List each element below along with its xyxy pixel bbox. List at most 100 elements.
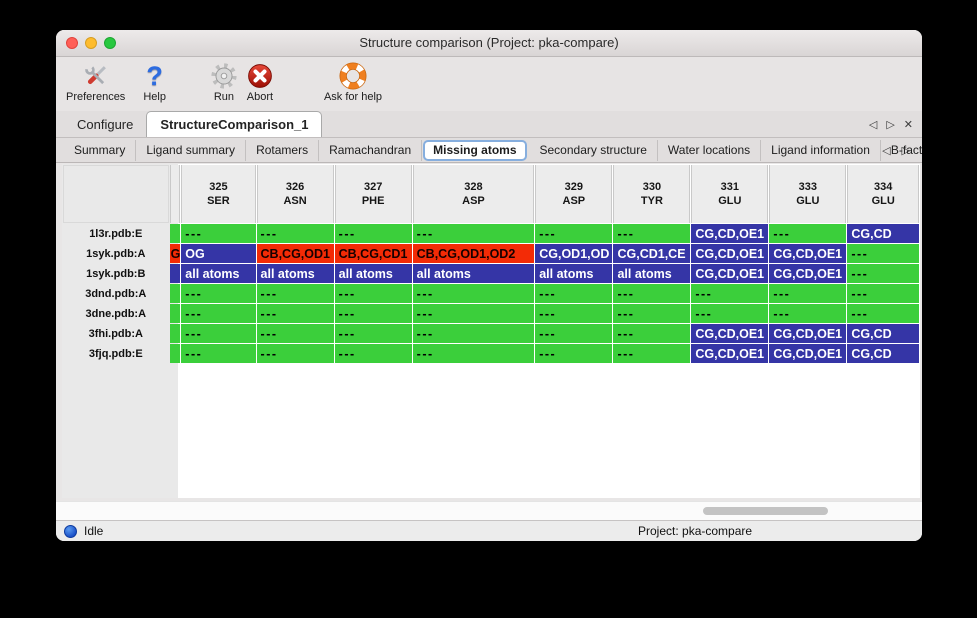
- cell-3dnd.pdb:A-331[interactable]: ---: [691, 284, 769, 303]
- cell-1l3r.pdb:E-partial[interactable]: [169, 224, 181, 243]
- cell-1syk.pdb:A-333[interactable]: CG,CD,OE1: [769, 244, 847, 263]
- cell-1l3r.pdb:E-331[interactable]: CG,CD,OE1: [691, 224, 769, 243]
- cell-3fjq.pdb:E-333[interactable]: CG,CD,OE1: [769, 344, 847, 363]
- tab-water-locations[interactable]: Water locations: [658, 139, 762, 161]
- cell-3dnd.pdb:A-326[interactable]: ---: [256, 284, 334, 303]
- cell-1syk.pdb:A-331[interactable]: CG,CD,OE1: [691, 244, 769, 263]
- cell-3dne.pdb:A-partial[interactable]: [169, 304, 181, 323]
- minimize-window-button[interactable]: [85, 37, 97, 49]
- cell-1syk.pdb:B-328[interactable]: all atoms: [412, 264, 535, 283]
- cell-1syk.pdb:B-327[interactable]: all atoms: [334, 264, 412, 283]
- cell-3fhi.pdb:A-327[interactable]: ---: [334, 324, 412, 343]
- cell-3dnd.pdb:A-327[interactable]: ---: [334, 284, 412, 303]
- cell-3dnd.pdb:A-330[interactable]: ---: [613, 284, 691, 303]
- cell-3fhi.pdb:A-331[interactable]: CG,CD,OE1: [691, 324, 769, 343]
- close-window-button[interactable]: [66, 37, 78, 49]
- cell-3fhi.pdb:A-partial[interactable]: [169, 324, 181, 343]
- cell-3fjq.pdb:E-329[interactable]: ---: [535, 344, 613, 363]
- cell-3dnd.pdb:A-333[interactable]: ---: [769, 284, 847, 303]
- cell-3fhi.pdb:A-326[interactable]: ---: [256, 324, 334, 343]
- cell-1syk.pdb:B-329[interactable]: all atoms: [535, 264, 613, 283]
- tab-ligand-summary[interactable]: Ligand summary: [136, 139, 247, 161]
- cell-1l3r.pdb:E-329[interactable]: ---: [535, 224, 613, 243]
- cell-3dne.pdb:A-334[interactable]: ---: [847, 304, 919, 323]
- cell-1l3r.pdb:E-330[interactable]: ---: [613, 224, 691, 243]
- cell-3fhi.pdb:A-329[interactable]: ---: [535, 324, 613, 343]
- cell-1syk.pdb:B-334[interactable]: ---: [847, 264, 919, 283]
- cell-3dnd.pdb:A-328[interactable]: ---: [412, 284, 535, 303]
- cell-3fjq.pdb:E-328[interactable]: ---: [412, 344, 535, 363]
- tab-summary[interactable]: Summary: [64, 139, 137, 161]
- cell-3dne.pdb:A-327[interactable]: ---: [334, 304, 412, 323]
- cell-3fjq.pdb:E-334[interactable]: CG,CD: [847, 344, 919, 363]
- residue-number: 331: [720, 181, 740, 193]
- tab-structure-comparison-1[interactable]: StructureComparison_1: [146, 111, 323, 137]
- cell-3dne.pdb:A-325[interactable]: ---: [181, 304, 256, 323]
- cell-3fjq.pdb:E-325[interactable]: ---: [181, 344, 256, 363]
- cell-3fhi.pdb:A-328[interactable]: ---: [412, 324, 535, 343]
- cell-1syk.pdb:A-328[interactable]: CB,CG,OD1,OD2: [412, 244, 535, 263]
- tab-rotamers[interactable]: Rotamers: [246, 139, 320, 161]
- cell-3fhi.pdb:A-333[interactable]: CG,CD,OE1: [769, 324, 847, 343]
- cell-1l3r.pdb:E-328[interactable]: ---: [412, 224, 535, 243]
- horizontal-scrollbar[interactable]: [56, 501, 922, 520]
- cell-1l3r.pdb:E-326[interactable]: ---: [256, 224, 334, 243]
- cell-1syk.pdb:A-partial[interactable]: G: [169, 244, 181, 263]
- zoom-window-button[interactable]: [104, 37, 116, 49]
- cell-1syk.pdb:B-325[interactable]: all atoms: [181, 264, 256, 283]
- preferences-button[interactable]: Preferences: [66, 60, 125, 103]
- cell-3fhi.pdb:A-325[interactable]: ---: [181, 324, 256, 343]
- subtab-scroll-right-icon[interactable]: ▷: [901, 144, 910, 157]
- help-button[interactable]: ? Help: [143, 60, 166, 104]
- cell-1syk.pdb:B-333[interactable]: CG,CD,OE1: [769, 264, 847, 283]
- cell-1syk.pdb:A-330[interactable]: CG,CD1,CE: [613, 244, 691, 263]
- cell-3dne.pdb:A-333[interactable]: ---: [769, 304, 847, 323]
- tab-b-factors[interactable]: B-factors: [881, 140, 922, 161]
- cell-3fhi.pdb:A-334[interactable]: CG,CD: [847, 324, 919, 343]
- tab-scroll-right-icon[interactable]: ▷: [886, 118, 895, 131]
- tab-ramachandran[interactable]: Ramachandran: [319, 139, 423, 161]
- cell-1l3r.pdb:E-333[interactable]: ---: [769, 224, 847, 243]
- cell-1syk.pdb:A-325[interactable]: OG: [181, 244, 256, 263]
- cell-3dnd.pdb:A-334[interactable]: ---: [847, 284, 919, 303]
- tab-secondary-structure[interactable]: Secondary structure: [530, 139, 658, 161]
- cell-3fjq.pdb:E-330[interactable]: ---: [613, 344, 691, 363]
- run-button[interactable]: Run: [210, 60, 238, 103]
- cell-3fhi.pdb:A-330[interactable]: ---: [613, 324, 691, 343]
- cell-3dne.pdb:A-330[interactable]: ---: [613, 304, 691, 323]
- cell-3dne.pdb:A-331[interactable]: ---: [691, 304, 769, 323]
- cell-3dne.pdb:A-329[interactable]: ---: [535, 304, 613, 323]
- cell-1syk.pdb:B-330[interactable]: all atoms: [613, 264, 691, 283]
- cell-3dnd.pdb:A-partial[interactable]: [169, 284, 181, 303]
- residue-name: GLU: [871, 195, 895, 207]
- cell-1syk.pdb:A-327[interactable]: CB,CG,CD1: [334, 244, 412, 263]
- cell-3dnd.pdb:A-325[interactable]: ---: [181, 284, 256, 303]
- cell-1l3r.pdb:E-334[interactable]: CG,CD: [847, 224, 919, 243]
- tab-close-icon[interactable]: ✕: [903, 118, 913, 131]
- cell-1syk.pdb:A-326[interactable]: CB,CG,OD1: [256, 244, 334, 263]
- cell-1l3r.pdb:E-327[interactable]: ---: [334, 224, 412, 243]
- column-header-330: 330 TYR: [613, 165, 691, 223]
- horizontal-scrollbar-thumb[interactable]: [703, 507, 828, 515]
- cell-3fjq.pdb:E-331[interactable]: CG,CD,OE1: [691, 344, 769, 363]
- cell-1syk.pdb:B-partial[interactable]: [169, 264, 181, 283]
- cell-3dnd.pdb:A-329[interactable]: ---: [535, 284, 613, 303]
- abort-button[interactable]: Abort: [246, 60, 274, 103]
- cell-3fjq.pdb:E-326[interactable]: ---: [256, 344, 334, 363]
- tab-scroll-left-icon[interactable]: ◁: [868, 118, 878, 131]
- cell-3dne.pdb:A-326[interactable]: ---: [256, 304, 334, 323]
- tab-ligand-information[interactable]: Ligand information: [761, 139, 881, 161]
- cell-3fjq.pdb:E-327[interactable]: ---: [334, 344, 412, 363]
- content-pane: 325 SER 326 ASN 327 PHE 328 ASP 329 ASP 330 TYR 331 G…: [56, 163, 922, 501]
- tab-configure[interactable]: Configure: [77, 116, 134, 132]
- cell-1l3r.pdb:E-325[interactable]: ---: [181, 224, 256, 243]
- ask-for-help-button[interactable]: Ask for help: [324, 60, 382, 103]
- cell-1syk.pdb:B-331[interactable]: CG,CD,OE1: [691, 264, 769, 283]
- cell-1syk.pdb:B-326[interactable]: all atoms: [256, 264, 334, 283]
- cell-3dne.pdb:A-328[interactable]: ---: [412, 304, 535, 323]
- tab-missing-atoms[interactable]: Missing atoms: [423, 139, 527, 161]
- subtab-scroll-left-icon[interactable]: ◁: [882, 144, 891, 157]
- cell-1syk.pdb:A-329[interactable]: CG,OD1,OD: [535, 244, 613, 263]
- cell-3fjq.pdb:E-partial[interactable]: [169, 344, 181, 363]
- cell-1syk.pdb:A-334[interactable]: ---: [847, 244, 919, 263]
